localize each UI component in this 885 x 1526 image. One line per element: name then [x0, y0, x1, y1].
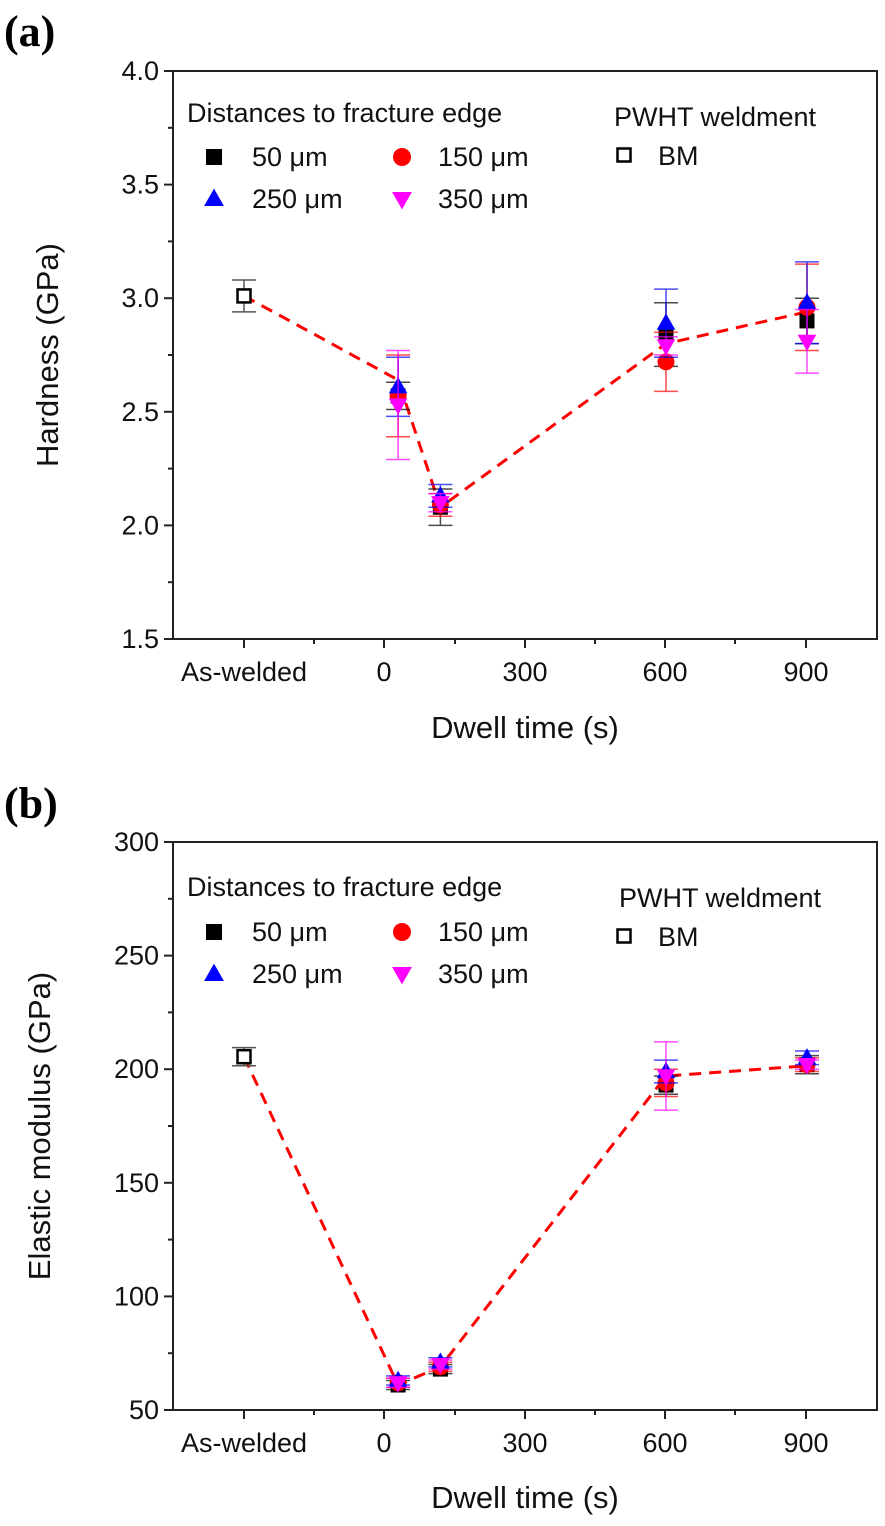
data-point [431, 496, 450, 513]
x-tick-label: As-welded [181, 1428, 307, 1458]
data-point [797, 292, 817, 310]
data-point [797, 1058, 817, 1075]
y-tick-label: 2.5 [121, 397, 159, 427]
y-axis-a: 1.5 2.0 2.5 3.0 3.5 4.0 [121, 56, 173, 654]
panel-label-a: (a) [4, 7, 55, 56]
legend-label: 50 μm [252, 142, 328, 172]
x-tick-label: 600 [642, 1428, 687, 1458]
x-tick-label: 900 [783, 1428, 828, 1458]
x-axis-title-a: Dwell time (s) [431, 710, 619, 745]
trend-line-a [243, 294, 808, 510]
legend-marker-bm [616, 928, 632, 944]
series-50m [386, 297, 819, 527]
legend-marker [204, 963, 224, 982]
x-tick-label: As-welded [181, 657, 307, 687]
data-point [656, 1069, 676, 1086]
legend-title-pwht: PWHT weldment [614, 102, 817, 132]
y-tick-label: 150 [114, 1168, 159, 1198]
legend-marker [204, 188, 224, 207]
hardness-chart: (a) 1.5 2.0 2.5 3.0 3.5 4.0 As-welded 0 300 600 9… [4, 7, 878, 745]
legend-marker [206, 149, 222, 165]
legend-label: 350 μm [438, 959, 529, 989]
y-tick-label: 2.0 [121, 510, 159, 540]
series-350m [386, 1041, 819, 1393]
y-tick-label: 4.0 [121, 56, 159, 86]
y-tick-label: 1.5 [121, 624, 159, 654]
x-tick-label: 600 [642, 657, 687, 687]
x-tick-label: 300 [502, 1428, 547, 1458]
series-350m [386, 308, 819, 513]
series-250m [386, 1048, 819, 1388]
y-tick-label: 200 [114, 1054, 159, 1084]
y-tick-label: 3.5 [121, 170, 159, 200]
y-tick-label: 100 [114, 1281, 159, 1311]
x-axis-title-b: Dwell time (s) [431, 1480, 619, 1515]
data-points-b [232, 1041, 819, 1393]
legend-label: 250 μm [252, 184, 343, 214]
bm-point [236, 288, 252, 304]
legend-label: 150 μm [438, 917, 529, 947]
data-point [388, 398, 408, 415]
legend-marker-bm [616, 147, 632, 163]
legend-label: 150 μm [438, 142, 529, 172]
legend-label-bm: BM [658, 141, 699, 171]
legend-title-distances: Distances to fracture edge [187, 98, 502, 128]
x-axis-a: As-welded 0 300 600 900 [181, 639, 829, 687]
x-tick-label: 900 [783, 657, 828, 687]
legend-label: 350 μm [438, 184, 529, 214]
data-point [656, 339, 676, 356]
bm-point [236, 1048, 252, 1065]
legend-marker [206, 924, 222, 940]
trend-line [243, 294, 808, 510]
data-point [388, 1376, 408, 1393]
elastic-modulus-chart: (b) 50 100 150 200 250 300 As-welded 0 300 600 90… [4, 779, 878, 1515]
series-150m [386, 1056, 819, 1392]
y-axis-title-a: Hardness (GPa) [30, 243, 65, 467]
trend-line [242, 1056, 808, 1387]
data-points-a [232, 261, 819, 527]
data-point [656, 313, 676, 330]
x-axis-b: As-welded 0 300 600 900 [181, 1410, 829, 1458]
y-tick-label: 250 [114, 941, 159, 971]
legend-label: 250 μm [252, 959, 343, 989]
legend-label: 50 μm [252, 917, 328, 947]
y-tick-label: 300 [114, 827, 159, 857]
legend-marker [392, 966, 412, 985]
trend-line-b [242, 1056, 808, 1387]
legend-marker [392, 191, 412, 210]
y-tick-label: 3.0 [121, 283, 159, 313]
legend-marker [393, 148, 411, 166]
data-point [431, 1357, 450, 1375]
series-250m [386, 261, 819, 508]
y-axis-title-b: Elastic modulus (GPa) [22, 972, 57, 1280]
y-tick-label: 50 [129, 1395, 159, 1425]
legend-title-distances: Distances to fracture edge [187, 872, 502, 902]
x-tick-label: 0 [376, 1428, 391, 1458]
y-axis-b: 50 100 150 200 250 300 [114, 827, 173, 1425]
legend-title-pwht: PWHT weldment [619, 883, 822, 913]
series-50m [386, 1054, 819, 1393]
panel-label-b: (b) [4, 779, 58, 828]
legend-a: Distances to fracture edge PWHT weldment… [187, 98, 817, 214]
legend-label-bm: BM [658, 922, 699, 952]
x-tick-label: 300 [502, 657, 547, 687]
data-point [797, 334, 817, 352]
x-tick-label: 0 [376, 657, 391, 687]
legend-b: Distances to fracture edge PWHT weldment… [187, 872, 822, 989]
legend-marker [393, 923, 411, 941]
